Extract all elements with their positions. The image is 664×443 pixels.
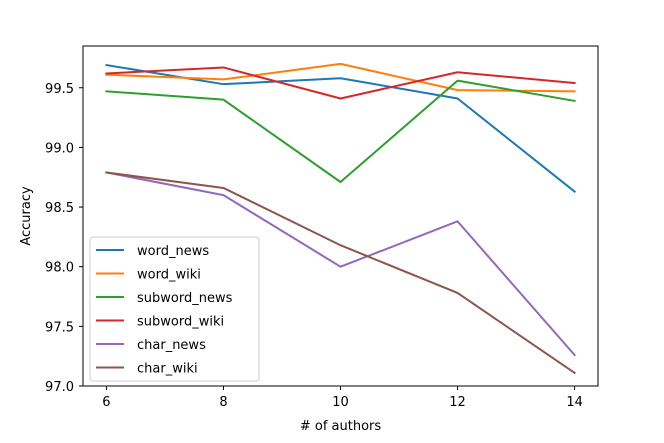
x-tick-label: 8 xyxy=(219,395,227,410)
y-tick-label: 97.5 xyxy=(45,320,74,335)
legend-label: subword_wiki xyxy=(137,315,224,330)
y-tick-label: 98.5 xyxy=(45,201,74,216)
y-tick-label: 99.5 xyxy=(45,82,74,97)
plot-lines xyxy=(105,62,577,375)
series-line-subword-wiki xyxy=(105,66,576,100)
legend: word_news word_wiki subword_news subword_wi… xyxy=(89,236,260,382)
series-line-char-wiki xyxy=(105,171,576,375)
y-tick-label: 97.0 xyxy=(45,380,74,395)
y-axis-title: Accuracy xyxy=(19,186,34,246)
y-tick-label: 98.0 xyxy=(45,261,74,276)
x-tick-label: 6 xyxy=(102,395,110,410)
x-tick-label: 14 xyxy=(566,395,583,410)
legend-label: char_wiki xyxy=(137,362,198,377)
series-line-subword-news xyxy=(105,79,576,183)
legend-label: subword_news xyxy=(137,291,233,306)
x-tick-label: 12 xyxy=(449,395,466,410)
series-line-word-news xyxy=(105,63,576,193)
x-axis-ticks: 6 8 10 12 14 xyxy=(102,386,583,410)
legend-box xyxy=(89,236,260,382)
legend-label: word_wiki xyxy=(137,268,201,283)
y-tick-label: 99.0 xyxy=(45,141,74,156)
legend-label: char_news xyxy=(137,338,206,353)
legend-label: word_news xyxy=(137,244,209,259)
x-axis-title: # of authors xyxy=(300,419,382,434)
series-line-word-wiki xyxy=(105,62,576,93)
series-line-char-news xyxy=(105,171,577,357)
y-axis-ticks: 97.0 97.5 98.0 98.5 99.0 99.5 xyxy=(45,82,83,395)
x-tick-label: 10 xyxy=(332,395,349,410)
